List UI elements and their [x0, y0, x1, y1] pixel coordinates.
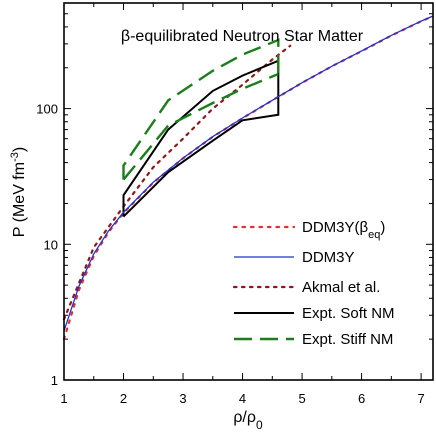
- x-tick-label: 1: [60, 391, 67, 406]
- plot-frame: [63, 2, 434, 381]
- series-akmal-et-al-line: [62, 44, 292, 321]
- y-tick-label: 10: [44, 237, 58, 252]
- series-expt-stiff-nm-upper: [122, 38, 280, 180]
- y-tick-label: 1: [51, 373, 58, 388]
- x-tick-label: 2: [120, 391, 127, 406]
- y-axis-label: P (MeV fm-3): [9, 147, 28, 237]
- legend-label: DDM3Y(βeq): [302, 219, 385, 241]
- x-tick-label: 5: [298, 391, 305, 406]
- legend-label-post: ): [380, 219, 385, 236]
- legend-label: Akmal et al.: [302, 279, 380, 296]
- legend-label: DDM3Y: [302, 249, 355, 266]
- x-tick-label: 4: [239, 391, 246, 406]
- x-axis-label: ρ/ρ0: [233, 409, 263, 432]
- chart-title: β-equilibrated Neutron Star Matter: [121, 28, 364, 45]
- series-expt-stiff-nm-lower: [122, 72, 279, 181]
- x-tick-label: 7: [417, 391, 424, 406]
- series-expt-soft-nm-lower: [122, 70, 280, 218]
- legend-label: Expt. Soft NM: [302, 305, 395, 322]
- legend: DDM3Y(βeq) DDM3Y Akmal et al. Expt. Soft NM…: [232, 219, 395, 348]
- legend-label-base: DDM3Y(β: [302, 219, 369, 236]
- legend-label-sub: eq: [368, 229, 380, 241]
- x-tick-label: 3: [179, 391, 186, 406]
- x-tick-label: 6: [358, 391, 365, 406]
- legend-label: Expt. Stiff NM: [302, 331, 393, 348]
- series-ddm3y-line: [63, 15, 434, 332]
- y-tick-label: 100: [36, 102, 58, 117]
- series-ddm3y-beta-eq-line: [62, 15, 435, 341]
